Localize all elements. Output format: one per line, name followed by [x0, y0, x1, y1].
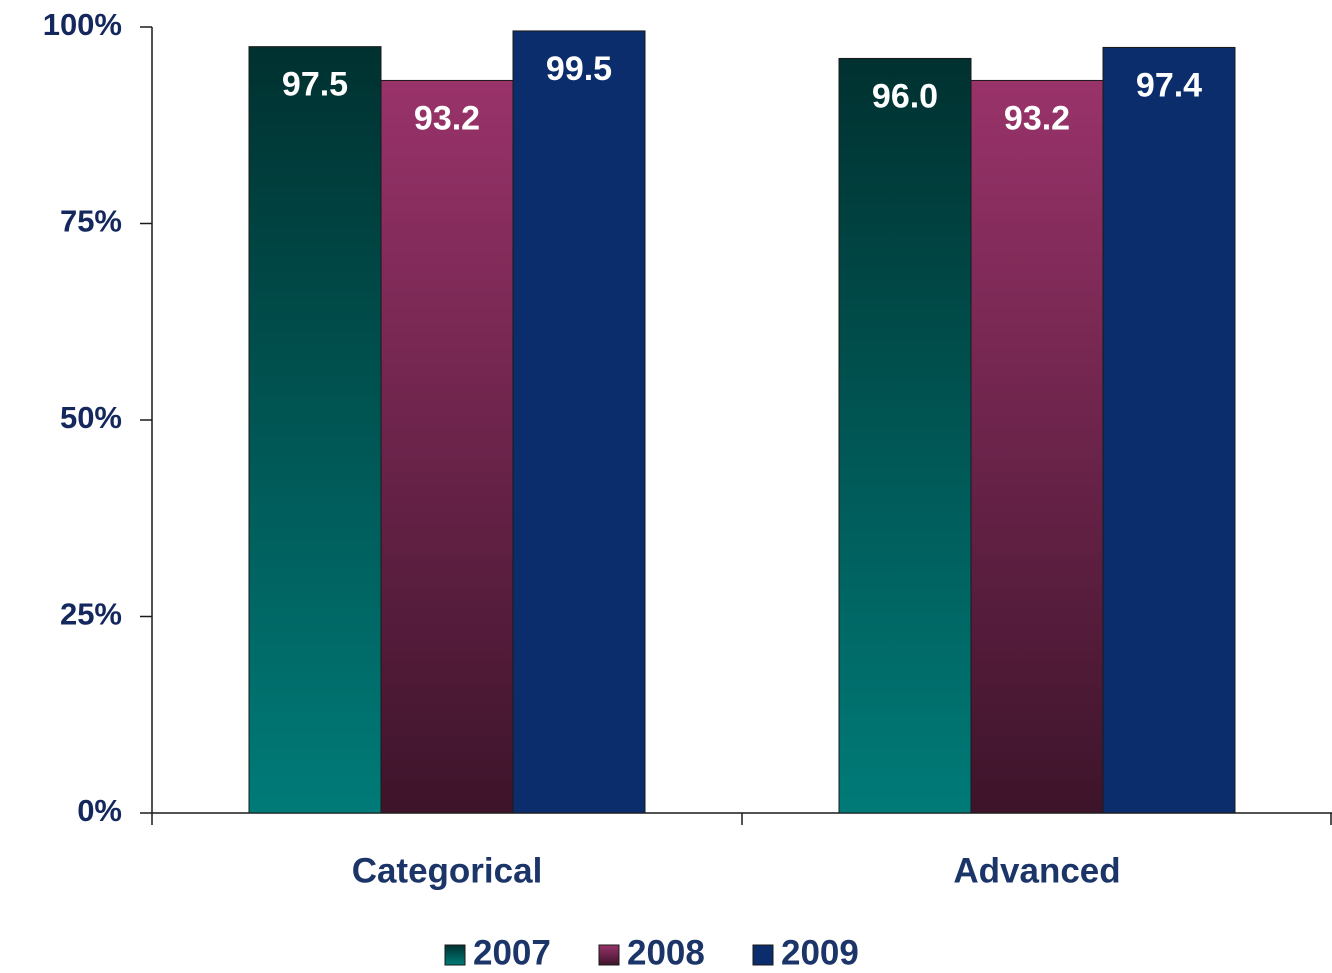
y-tick-label: 25%: [60, 597, 122, 632]
legend-swatch: [598, 944, 620, 966]
value-label: 93.2: [414, 99, 480, 137]
legend-label: 2009: [781, 933, 859, 972]
legend-label: 2008: [627, 933, 705, 972]
value-label: 97.5: [282, 66, 348, 104]
y-tick-label: 100%: [43, 7, 122, 42]
y-tick-label: 75%: [60, 204, 122, 239]
legend-swatch: [752, 944, 774, 966]
bar: [1102, 46, 1236, 814]
legend-swatch: [444, 944, 466, 966]
x-tick-label: Advanced: [953, 851, 1120, 890]
bar: [838, 57, 972, 814]
y-tick-label: 0%: [77, 793, 122, 828]
value-label: 96.0: [872, 77, 938, 115]
x-tick-label: Categorical: [352, 851, 543, 890]
bar: [248, 46, 382, 814]
y-tick-label: 50%: [60, 400, 122, 435]
bar: [380, 79, 514, 814]
value-label: 99.5: [546, 50, 612, 88]
value-label: 97.4: [1136, 66, 1202, 104]
bar: [512, 30, 646, 814]
bar: [970, 79, 1104, 814]
legend-label: 2007: [473, 933, 551, 972]
value-label: 93.2: [1004, 99, 1070, 137]
